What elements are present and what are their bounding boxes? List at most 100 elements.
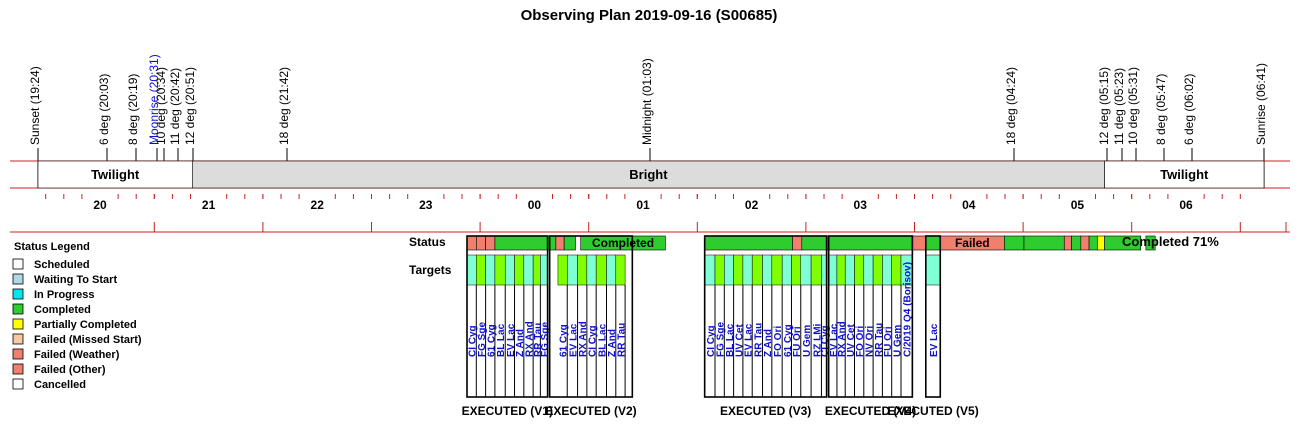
target-name: RR Tau <box>874 323 885 357</box>
band-twilight <box>37 160 193 189</box>
hour-label: 21 <box>202 198 216 212</box>
legend-item: In Progress <box>34 289 95 301</box>
visit-label: EXECUTED (V3) <box>720 404 811 418</box>
visit-label: EXECUTED (V2) <box>545 404 636 418</box>
target-cell <box>557 254 568 286</box>
target-cell <box>771 254 783 286</box>
target-cell <box>476 254 486 286</box>
status-segment <box>1088 235 1098 251</box>
chart-title: Observing Plan 2019-09-16 (S00685) <box>521 7 778 24</box>
status-segment <box>792 235 803 251</box>
visit-box <box>548 235 634 398</box>
target-cell <box>577 254 588 286</box>
target-cell <box>751 254 763 286</box>
target-cell <box>504 254 515 286</box>
legend-item: Failed (Other) <box>34 364 106 376</box>
target-name: CI Cyg <box>820 325 831 357</box>
target-name: RR Tau <box>616 323 627 357</box>
legend-swatch <box>12 318 24 330</box>
target-cell <box>724 254 734 286</box>
target-cell <box>828 254 838 286</box>
target-name: RR Tau <box>753 323 764 357</box>
target-cell <box>606 254 617 286</box>
target-name: FO Ori <box>773 326 784 357</box>
target-cell <box>514 254 525 286</box>
twilight-bands: Twilight Bright Twilight <box>10 160 1290 233</box>
status-segment <box>1071 235 1082 251</box>
target-name: EV Lac <box>568 323 579 357</box>
target-name: RR Tau <box>533 323 544 357</box>
target-name: FG Sge <box>477 322 488 357</box>
legend-item: Completed <box>34 304 91 316</box>
status-segment <box>925 235 941 251</box>
event-label: 6 deg (20:03) <box>97 74 111 145</box>
target-name: FO Ori <box>855 326 866 357</box>
legend-title: Status Legend <box>14 241 90 253</box>
status-text: Failed <box>955 236 990 250</box>
event-label: 8 deg (20:19) <box>126 74 140 145</box>
target-cell <box>615 254 626 286</box>
target-name: CI Cyg <box>706 325 717 357</box>
target-cell <box>872 254 883 286</box>
band-bright <box>192 160 1105 189</box>
status-segment <box>1063 235 1072 251</box>
target-name: Z And <box>763 329 774 357</box>
band-label: Bright <box>629 167 668 182</box>
event-label: Moonrise (20:31) <box>147 54 161 145</box>
event-label: 18 deg (21:42) <box>277 67 291 145</box>
target-cell <box>781 254 792 286</box>
target-name: U Gem <box>802 325 813 357</box>
visit-box <box>924 235 942 398</box>
hour-label: 00 <box>528 198 542 212</box>
target-cell <box>863 254 874 286</box>
legend-swatch <box>12 288 24 300</box>
targets-row-label: Targets <box>409 263 452 277</box>
status-segment <box>801 235 913 251</box>
target-name: EV Lac <box>744 323 755 357</box>
target-cell <box>882 254 892 286</box>
hour-label: 06 <box>1179 198 1193 212</box>
target-name: Z And <box>607 329 618 357</box>
target-cell <box>704 254 716 286</box>
event-label: 12 deg (20:51) <box>183 67 197 145</box>
target-cell <box>485 254 496 286</box>
hour-label: 20 <box>93 198 107 212</box>
legend-item: Failed (Weather) <box>34 349 120 361</box>
visit-label: EXECUTED (V5) <box>887 404 978 418</box>
target-name: FU Ori <box>792 326 803 357</box>
hour-label: 23 <box>419 198 433 212</box>
target-cell <box>844 254 855 286</box>
target-name: CI Cyg <box>468 325 479 357</box>
legend-item: Cancelled <box>34 379 86 391</box>
target-name: Z And <box>515 329 526 357</box>
target-name: RX And <box>837 321 848 357</box>
target-name: EV Lac <box>929 323 940 357</box>
status-segment <box>1097 235 1105 251</box>
target-cell <box>836 254 846 286</box>
legend-item: Failed (Missed Start) <box>34 334 142 346</box>
target-cell <box>762 254 773 286</box>
target-name: NV Ori <box>864 326 875 357</box>
legend-swatch <box>12 378 24 390</box>
target-name: BL Lac <box>496 323 507 357</box>
visit-blocks: EXECUTED (V1)EXECUTED (V2) EXECUTED (V3) E… <box>462 235 979 418</box>
visit-box <box>703 235 828 398</box>
status-segment <box>1080 235 1090 251</box>
visit-label: EXECUTED (V4) <box>825 404 916 418</box>
status-segment <box>494 235 557 251</box>
status-segment <box>1145 235 1156 251</box>
legend-swatch <box>12 258 24 270</box>
target-name: FG Sge <box>716 322 727 357</box>
target-name: BL Lac <box>597 323 608 357</box>
hour-axis: 20 21 22 23 00 01 02 03 04 05 06 <box>45 194 1287 232</box>
target-name: EV Lac <box>829 323 840 357</box>
event-markers: Sunset (19:24) 6 deg (20:03) 8 deg (20:19)… <box>28 54 1268 188</box>
target-cell <box>532 254 541 286</box>
target-cell <box>566 254 578 286</box>
target-cell <box>791 254 802 286</box>
event-label: Midnight (01:03) <box>640 58 654 145</box>
status-segment <box>1004 235 1025 251</box>
target-cell <box>540 254 548 286</box>
